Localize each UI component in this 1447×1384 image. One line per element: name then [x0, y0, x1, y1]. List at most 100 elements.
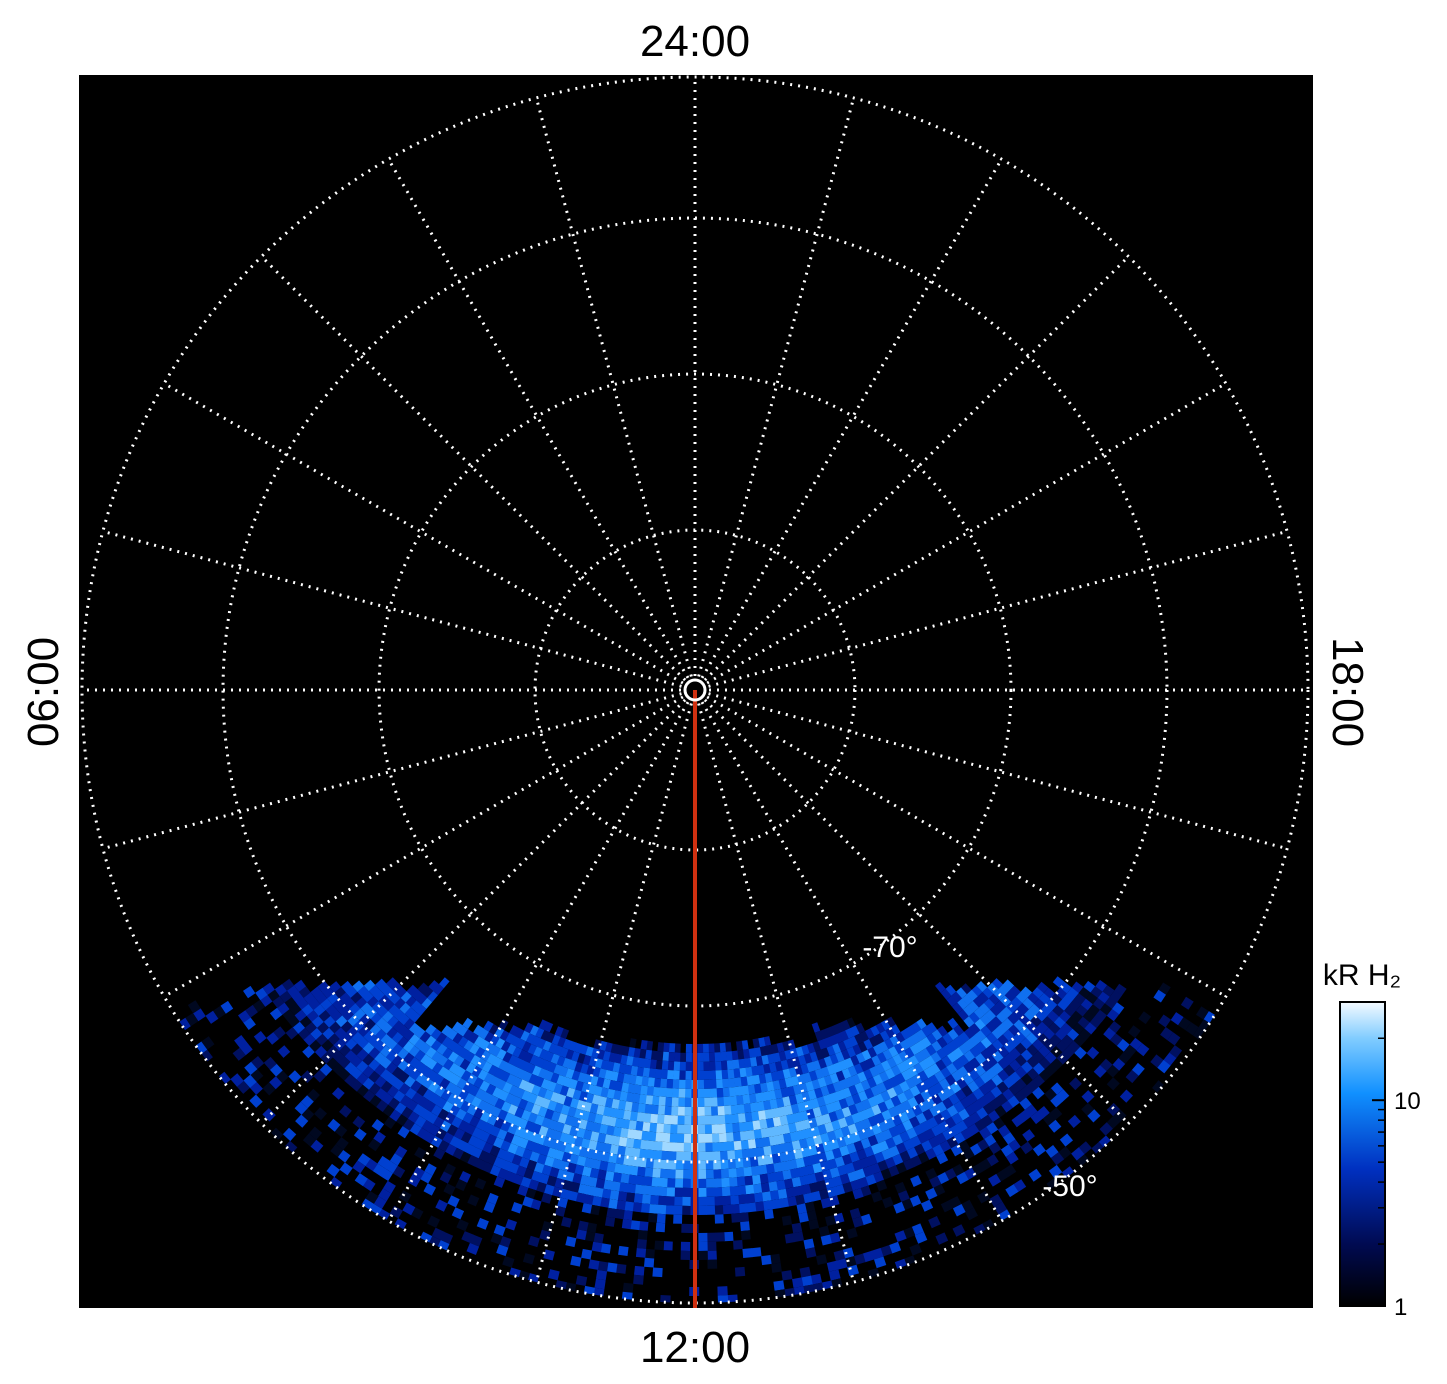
- emission-cell: [666, 1187, 675, 1197]
- emission-cell: [411, 1091, 423, 1104]
- emission-cell: [739, 1067, 747, 1078]
- emission-cell: [394, 1145, 408, 1159]
- emission-cell: [399, 1002, 411, 1014]
- emission-cell: [767, 1126, 776, 1137]
- emission-cell: [859, 1157, 871, 1169]
- emission-cell: [1087, 1109, 1101, 1123]
- emission-cell: [934, 1070, 946, 1083]
- emission-cell: [784, 1233, 796, 1244]
- emission-cell: [627, 1083, 636, 1094]
- emission-cell: [884, 1068, 896, 1080]
- emission-cell: [791, 1140, 801, 1151]
- emission-cell: [677, 1097, 685, 1107]
- emission-cell: [982, 987, 994, 999]
- emission-cell: [792, 1277, 804, 1288]
- emission-cell: [781, 1041, 790, 1052]
- emission-cell: [675, 1151, 684, 1161]
- emission-cell: [615, 1263, 627, 1274]
- emission-cell: [762, 1145, 772, 1156]
- emission-cell: [674, 1169, 684, 1179]
- emission-cell: [864, 1126, 875, 1138]
- emission-cell: [357, 985, 369, 998]
- emission-cell: [414, 1049, 426, 1062]
- emission-cell: [941, 1055, 953, 1068]
- emission-cell: [928, 1074, 940, 1087]
- emission-cell: [843, 1134, 854, 1146]
- emission-cell: [940, 1200, 954, 1213]
- emission-cell: [971, 985, 983, 997]
- emission-cell: [484, 1042, 496, 1054]
- emission-cell: [344, 1049, 357, 1062]
- emission-cell: [774, 1171, 784, 1182]
- emission-cell: [644, 1104, 653, 1114]
- emission-cell: [678, 1088, 686, 1098]
- emission-cell: [742, 1049, 750, 1059]
- emission-cell: [520, 1030, 530, 1042]
- emission-cell: [340, 1020, 353, 1033]
- emission-cell: [720, 1051, 727, 1062]
- emission-cell: [705, 1178, 715, 1188]
- emission-cell: [846, 1143, 857, 1155]
- emission-cell: [974, 1018, 986, 1031]
- emission-cell: [736, 1040, 743, 1051]
- emission-cell: [1061, 993, 1074, 1006]
- emission-cell: [679, 1070, 686, 1080]
- emission-cell: [709, 1070, 717, 1080]
- emission-cell: [376, 1005, 389, 1018]
- emission-cell: [606, 1162, 616, 1173]
- emission-cell: [806, 1061, 815, 1073]
- emission-cell: [704, 1124, 712, 1134]
- emission-cell: [1007, 1013, 1019, 1025]
- emission-cell: [816, 1180, 827, 1191]
- emission-cell: [989, 1098, 1002, 1111]
- emission-cell: [319, 1063, 333, 1077]
- emission-cell: [554, 1177, 565, 1189]
- emission-cell: [302, 1045, 315, 1059]
- emission-cell: [362, 1065, 375, 1078]
- emission-cell: [516, 1038, 526, 1050]
- emission-cell: [300, 1095, 314, 1109]
- emission-cell: [1009, 1047, 1021, 1060]
- emission-cell: [386, 1085, 399, 1098]
- emission-cell: [408, 1022, 421, 1035]
- emission-cell: [991, 1039, 1004, 1052]
- emission-cell: [860, 1137, 871, 1150]
- emission-cell: [625, 1137, 635, 1148]
- emission-cell: [575, 1192, 586, 1204]
- emission-cell: [561, 1216, 572, 1228]
- emission-cell: [639, 1139, 649, 1150]
- emission-cell: [326, 1057, 339, 1070]
- emission-cell: [1055, 987, 1067, 1000]
- emission-cell: [1077, 1016, 1090, 1029]
- emission-cell: [759, 1082, 768, 1093]
- emission-cell: [1093, 1065, 1107, 1078]
- emission-cell: [1052, 1004, 1065, 1017]
- emission-cell: [1044, 1063, 1058, 1077]
- emission-cell: [956, 1171, 969, 1185]
- emission-cell: [835, 1258, 848, 1270]
- emission-cell: [1081, 1102, 1095, 1116]
- emission-cell: [333, 986, 346, 999]
- emission-cell: [177, 1017, 191, 1032]
- emission-cell: [872, 1171, 884, 1183]
- emission-cell: [826, 1158, 838, 1170]
- emission-cell: [874, 1256, 887, 1269]
- emission-cell: [994, 1201, 1008, 1215]
- emission-cell: [620, 1054, 628, 1065]
- emission-cell: [743, 1103, 752, 1114]
- emission-cell: [563, 1095, 573, 1107]
- emission-cell: [979, 1126, 992, 1140]
- emission-cell: [308, 1126, 323, 1140]
- emission-cell: [554, 1149, 565, 1161]
- emission-cell: [380, 1022, 393, 1034]
- emission-cell: [715, 1232, 725, 1242]
- emission-cell: [883, 1038, 894, 1050]
- emission-cell: [1160, 1027, 1174, 1041]
- emission-cell: [1036, 981, 1049, 994]
- emission-cell: [765, 1163, 775, 1174]
- emission-cell: [441, 1036, 453, 1048]
- emission-cell: [743, 1166, 753, 1177]
- emission-cell: [550, 1091, 560, 1103]
- emission-cell: [548, 1042, 558, 1054]
- emission-cell: [496, 1148, 508, 1160]
